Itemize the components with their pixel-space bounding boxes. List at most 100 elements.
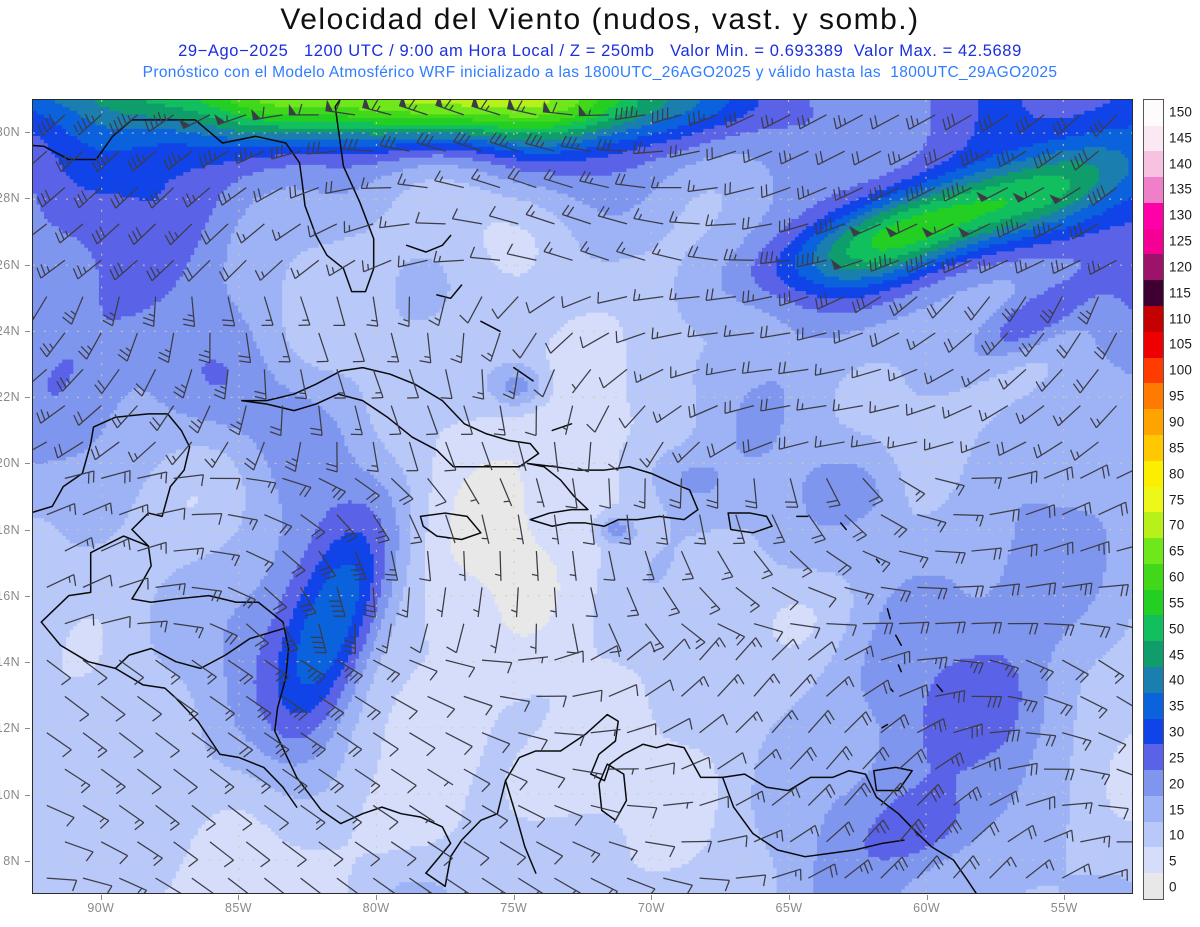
colorbar-tick-label: 40 (1169, 672, 1185, 688)
colorbar-tick-label: 90 (1169, 414, 1185, 430)
lon-tick-label: 75W (500, 901, 528, 915)
lat-tick-label: 20N (0, 456, 20, 471)
lon-tick-label: 90W (87, 901, 115, 915)
colorbar-band (1144, 460, 1163, 487)
coastlines (33, 100, 977, 893)
colorbar-tick-label: 135 (1169, 181, 1193, 197)
lon-tick-mark (513, 895, 515, 900)
lon-tick-mark (376, 895, 378, 900)
lat-tick-mark (25, 198, 30, 200)
colorbar-tick-label: 120 (1169, 259, 1193, 275)
lat-tick-mark (25, 595, 30, 597)
lat-tick-label: 18N (0, 522, 20, 537)
colorbar-tick-label: 0 (1169, 879, 1177, 895)
wind-barbs (33, 100, 1132, 893)
lon-tick-mark (100, 895, 102, 900)
lon-tick-label: 85W (224, 901, 252, 915)
lat-tick-label: 8N (3, 853, 20, 868)
colorbar-band (1144, 795, 1163, 822)
colorbar-tick-label: 140 (1169, 156, 1193, 172)
colorbar-band (1144, 589, 1163, 616)
lat-tick-mark (25, 860, 30, 862)
colorbar-band (1144, 280, 1163, 307)
colorbar-tick-label: 30 (1169, 724, 1185, 740)
lat-tick-label: 10N (0, 787, 20, 802)
colorbar-band (1144, 873, 1163, 899)
lat-tick-mark (25, 794, 30, 796)
lon-tick-label: 80W (362, 901, 390, 915)
lon-tick-label: 60W (913, 901, 941, 915)
colorbar[interactable] (1143, 99, 1164, 900)
colorbar-band (1144, 538, 1163, 564)
colorbar-tick-label: 65 (1169, 543, 1185, 559)
lat-tick-mark (25, 397, 30, 399)
lat-tick-label: 30N (0, 125, 20, 140)
colorbar-tick-label: 45 (1169, 647, 1185, 663)
lat-tick-mark (25, 529, 30, 531)
colorbar-band (1144, 641, 1163, 667)
lat-tick-label: 16N (0, 588, 20, 603)
colorbar-tick-label: 60 (1169, 569, 1185, 585)
colorbar-tick-label: 5 (1169, 853, 1177, 869)
colorbar-tick-label: 80 (1169, 466, 1185, 482)
colorbar-band (1144, 331, 1163, 358)
lat-tick-mark (25, 463, 30, 465)
colorbar-band (1144, 357, 1163, 384)
forecast-meta-line: 29−Ago−2025 1200 UTC / 9:00 am Hora Loca… (178, 42, 1022, 60)
lon-tick-label: 65W (775, 901, 803, 915)
lat-tick-mark (25, 728, 30, 730)
lat-tick-label: 24N (0, 323, 20, 338)
lat-tick-label: 12N (0, 721, 20, 736)
lon-tick-mark (926, 895, 928, 900)
colorbar-band (1144, 692, 1163, 719)
colorbar-band (1144, 847, 1163, 874)
lat-tick-mark (25, 132, 30, 134)
colorbar-tick-label: 150 (1169, 104, 1193, 120)
lon-tick-mark (651, 895, 653, 900)
colorbar-band (1144, 177, 1163, 203)
colorbar-band (1144, 666, 1163, 693)
lon-tick-label: 70W (637, 901, 665, 915)
colorbar-band (1144, 770, 1163, 796)
page-title: Velocidad del Viento (nudos, vast. y som… (280, 3, 920, 36)
colorbar-band (1144, 615, 1163, 642)
colorbar-tick-label: 50 (1169, 621, 1185, 637)
colorbar-band (1144, 99, 1163, 126)
colorbar-band (1144, 125, 1163, 152)
colorbar-tick-label: 110 (1169, 311, 1192, 327)
colorbar-tick-label: 100 (1169, 362, 1193, 378)
colorbar-tick-label: 130 (1169, 207, 1193, 223)
colorbar-tick-label: 70 (1169, 517, 1185, 533)
chart-header: Velocidad del Viento (nudos, vast. y som… (0, 0, 1200, 83)
colorbar-band (1144, 409, 1163, 435)
map-plot-area[interactable]: Sisπ− ONAMET/REP.DOM. (32, 99, 1133, 894)
colorbar-band (1144, 306, 1163, 332)
colorbar-band (1144, 383, 1163, 410)
model-info-line: Pronóstico con el Modelo Atmosférico WRF… (142, 64, 1058, 81)
colorbar-band (1144, 821, 1163, 848)
lat-tick-label: 14N (0, 655, 20, 670)
colorbar-band (1144, 744, 1163, 771)
colorbar-band (1144, 563, 1163, 590)
lat-tick-label: 28N (0, 191, 20, 206)
colorbar-tick-label: 35 (1169, 698, 1185, 714)
lat-tick-mark (25, 330, 30, 332)
lon-tick-mark (788, 895, 790, 900)
lat-tick-label: 22N (0, 390, 20, 405)
lat-tick-mark (25, 264, 30, 266)
colorbar-tick-label: 10 (1169, 827, 1185, 843)
colorbar-tick-label: 20 (1169, 776, 1185, 792)
colorbar-tick-label: 15 (1169, 802, 1185, 818)
colorbar-band (1144, 434, 1163, 461)
lat-lon-gridlines (33, 100, 1132, 893)
colorbar-tick-label: 85 (1169, 440, 1185, 456)
colorbar-tick-label: 75 (1169, 492, 1185, 507)
lon-tick-label: 55W (1050, 901, 1078, 915)
colorbar-band (1144, 228, 1163, 255)
colorbar-tick-label: 125 (1169, 233, 1193, 249)
colorbar-band (1144, 512, 1163, 539)
colorbar-tick-label: 95 (1169, 388, 1185, 404)
colorbar-tick-label: 25 (1169, 750, 1185, 766)
colorbar-tick-label: 115 (1169, 285, 1192, 301)
